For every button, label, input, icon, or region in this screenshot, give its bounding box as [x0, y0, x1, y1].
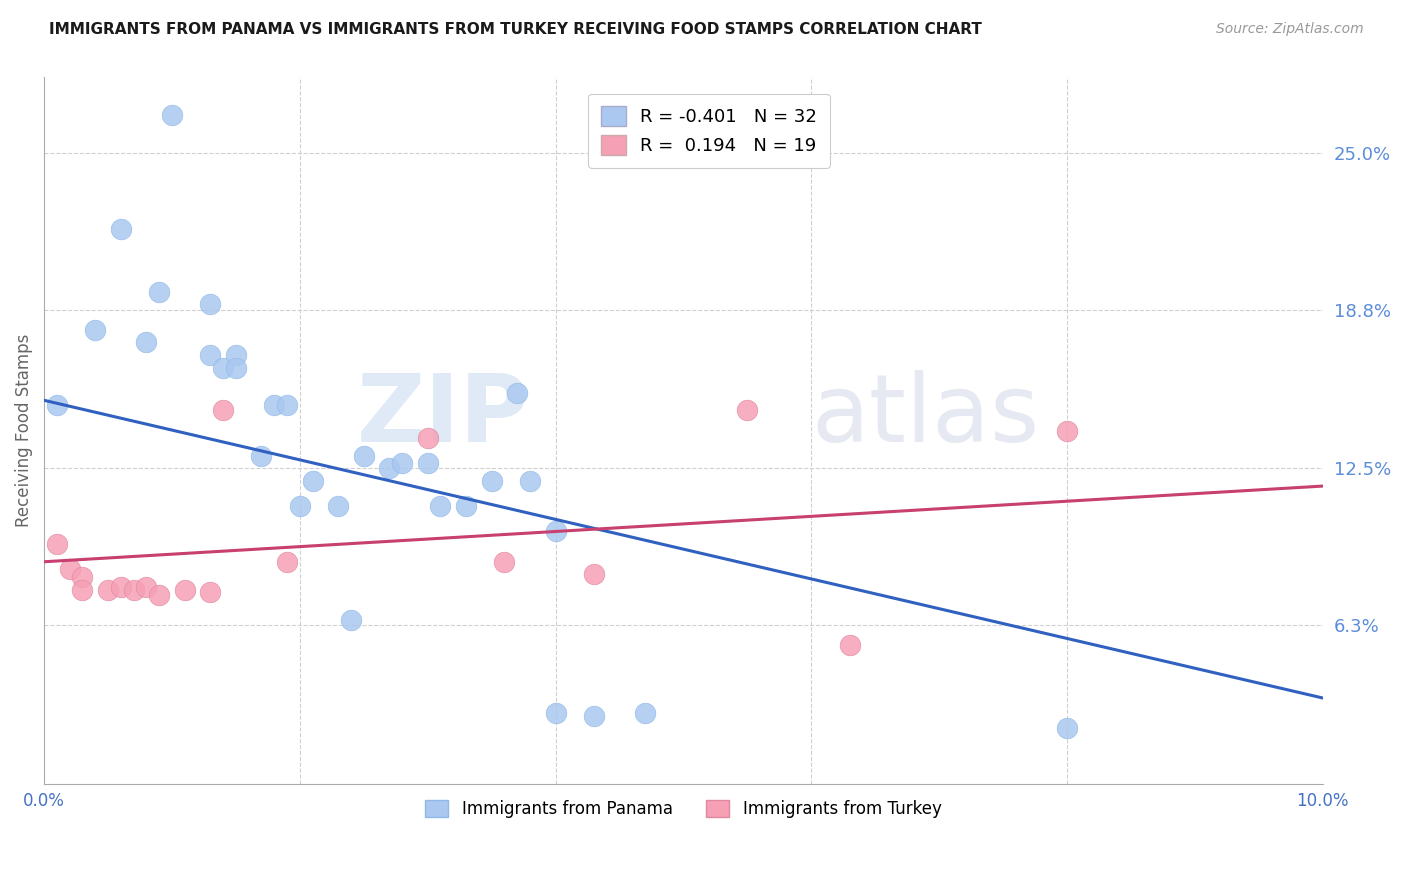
Point: [454, 500, 477, 514]
Point: [212, 403, 235, 417]
Point: [72, 570, 94, 584]
Point: [72, 582, 94, 597]
Point: [160, 108, 183, 122]
Point: [122, 582, 145, 597]
Point: [416, 456, 439, 470]
Point: [110, 580, 132, 594]
Point: [1056, 424, 1078, 438]
Point: [378, 461, 401, 475]
Y-axis label: Receiving Food Stamps: Receiving Food Stamps: [15, 334, 32, 527]
Text: IMMIGRANTS FROM PANAMA VS IMMIGRANTS FROM TURKEY RECEIVING FOOD STAMPS CORRELATI: IMMIGRANTS FROM PANAMA VS IMMIGRANTS FRO…: [49, 22, 981, 37]
Point: [582, 708, 605, 723]
Point: [838, 638, 860, 652]
Point: [45, 398, 67, 412]
Point: [416, 431, 439, 445]
Point: [634, 706, 657, 720]
Point: [148, 285, 170, 299]
Point: [84, 323, 107, 337]
Point: [340, 613, 363, 627]
Point: [212, 360, 235, 375]
Point: [45, 537, 67, 551]
Point: [288, 500, 311, 514]
Point: [200, 348, 222, 362]
Legend: Immigrants from Panama, Immigrants from Turkey: Immigrants from Panama, Immigrants from …: [419, 793, 948, 825]
Text: atlas: atlas: [811, 370, 1039, 462]
Point: [301, 474, 323, 488]
Point: [97, 582, 120, 597]
Point: [225, 348, 247, 362]
Point: [544, 706, 567, 720]
Point: [148, 588, 170, 602]
Point: [544, 524, 567, 539]
Point: [200, 585, 222, 599]
Point: [59, 562, 82, 576]
Point: [481, 474, 503, 488]
Point: [225, 360, 247, 375]
Point: [353, 449, 375, 463]
Point: [328, 500, 350, 514]
Point: [135, 580, 157, 594]
Point: [582, 567, 605, 582]
Point: [200, 297, 222, 311]
Text: ZIP: ZIP: [357, 370, 530, 462]
Point: [506, 385, 529, 400]
Point: [135, 335, 157, 350]
Point: [276, 398, 298, 412]
Point: [391, 456, 413, 470]
Point: [519, 474, 541, 488]
Point: [250, 449, 273, 463]
Point: [494, 555, 516, 569]
Point: [276, 555, 298, 569]
Point: [110, 221, 132, 235]
Point: [263, 398, 285, 412]
Point: [173, 582, 195, 597]
Point: [737, 403, 759, 417]
Point: [1056, 721, 1078, 735]
Point: [429, 500, 451, 514]
Text: Source: ZipAtlas.com: Source: ZipAtlas.com: [1216, 22, 1364, 37]
